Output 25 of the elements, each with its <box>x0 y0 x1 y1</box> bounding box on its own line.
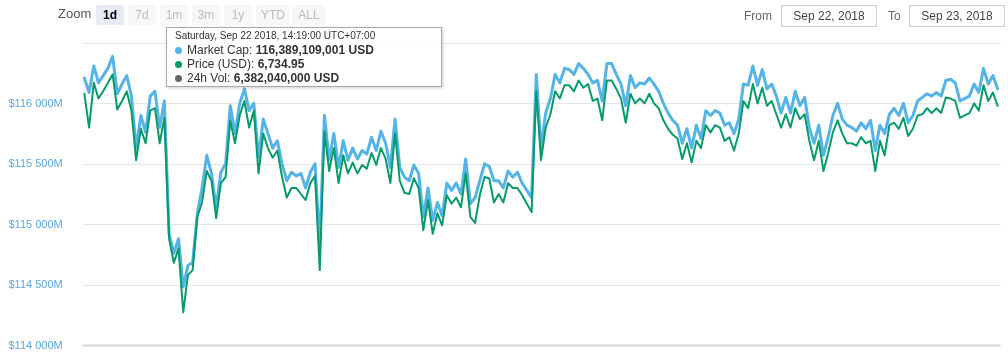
y-tick-label: $114 000M <box>8 338 63 351</box>
annotation: 6,382,040,000 USD <box>233 71 340 85</box>
annotation: 6,734.95 <box>257 57 305 71</box>
legend-label: Price (USD): <box>187 57 255 71</box>
text: Zoom <box>58 6 92 21</box>
zoom-button: 1m <box>160 5 188 25</box>
y-tick-label: $114 500M <box>8 278 63 291</box>
zoom-button: 7d <box>128 5 156 25</box>
zoom-button: 1y <box>224 5 252 25</box>
y-tick-label: $115 000M <box>8 217 63 230</box>
line-series <box>83 73 999 314</box>
date-field: Sep 22, 2018 <box>781 5 877 27</box>
zoom-button: 3m <box>192 5 220 25</box>
date-field: Sep 23, 2018 <box>909 5 1005 27</box>
text: From <box>744 9 772 23</box>
annotation: 116,389,109,001 USD <box>255 43 374 57</box>
y-tick-label: $115 500M <box>8 157 63 170</box>
text: To <box>888 9 901 23</box>
zoom-button: ALL <box>292 5 326 25</box>
annotation: 24h Vol: <box>187 71 231 85</box>
zoom-button: 1d <box>96 5 124 25</box>
legend-label: Market Cap: <box>187 43 253 57</box>
text: Saturday, Sep 22 2018, 14:19:00 UTC+07:00 <box>175 30 376 41</box>
y-tick-label: $116 000M <box>8 96 63 109</box>
zoom-button: YTD <box>256 5 290 25</box>
